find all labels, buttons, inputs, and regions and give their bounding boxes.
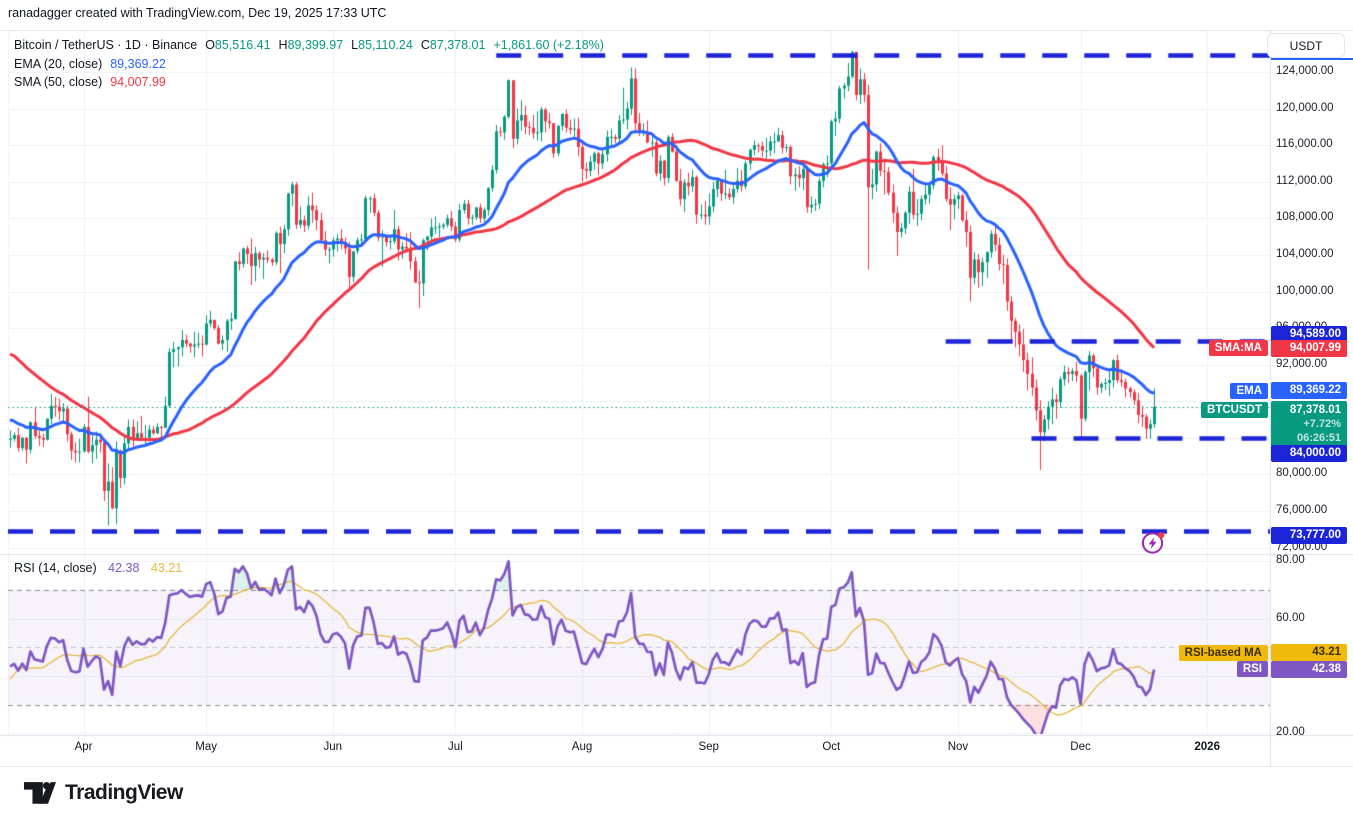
ema-legend-row[interactable]: EMA (20, close) 89,369.22 <box>14 55 604 74</box>
sma-label: SMA (50, close) <box>14 75 103 89</box>
sma-legend-row[interactable]: SMA (50, close) 94,007.99 <box>14 73 604 92</box>
time-axis-label[interactable]: Aug <box>571 741 593 753</box>
time-axis-label[interactable]: Dec <box>1070 741 1091 753</box>
ohlc-high-value: 89,399.97 <box>287 38 344 52</box>
rsi-ma-value: 43.21 <box>150 561 183 575</box>
rsi-tick-label: 20.00 <box>1276 726 1305 739</box>
axis-price-badge: 42.38 <box>1271 660 1347 678</box>
price-tick-label: 76,000.00 <box>1276 504 1328 516</box>
time-axis-label[interactable]: Jul <box>448 741 463 753</box>
tradingview-logo-text: TradingView <box>65 780 183 804</box>
ohlc-low-label: L <box>351 38 359 52</box>
price-tick-label: 104,000.00 <box>1276 247 1334 260</box>
price-tick-label: 108,000.00 <box>1276 211 1334 224</box>
rsi-value: 42.38 <box>108 561 140 575</box>
axis-price-badge: 73,777.00 <box>1271 526 1347 544</box>
series-tag: RSI-based MA <box>1178 644 1268 661</box>
axis-price-badge: 87,378.01 +7.72% 06:26:51 <box>1271 400 1347 448</box>
price-tick-label: 120,000.00 <box>1276 101 1334 114</box>
ohlc-open-value: 85,516.41 <box>214 38 271 52</box>
price-tick-label: 124,000.00 <box>1276 65 1334 77</box>
currency-toggle-button[interactable]: USDT <box>1267 33 1345 58</box>
axis-price-badge: 43.21 <box>1271 644 1347 662</box>
axis-price-badge: 94,589.00 <box>1271 326 1347 344</box>
time-axis-label[interactable]: Oct <box>822 741 841 753</box>
sma-value: 94,007.99 <box>110 75 166 89</box>
tradingview-logo[interactable]: TradingView <box>24 779 183 806</box>
ohlc-high-label: H <box>278 38 288 52</box>
axis-price-badge: 84,000.00 <box>1271 445 1347 463</box>
time-axis-label[interactable]: Sep <box>698 741 719 753</box>
tradingview-logo-icon <box>24 782 56 804</box>
time-axis-label[interactable]: Jun <box>323 741 343 753</box>
symbol-legend: Bitcoin / TetherUS · 1D · Binance O85,516… <box>14 36 604 92</box>
alert-lightning-icon[interactable] <box>1140 529 1167 556</box>
rsi-tick-label: 60.00 <box>1276 611 1305 624</box>
series-tag: EMA <box>1230 382 1268 399</box>
ohlc-open-label: O <box>205 38 215 52</box>
currency-underline <box>1271 58 1353 60</box>
rsi-label: RSI (14, close) <box>14 561 97 575</box>
ema-value: 89,369.22 <box>110 56 166 71</box>
ohlc-low-value: 85,110.24 <box>358 38 413 52</box>
time-axis-label[interactable]: May <box>195 741 217 753</box>
series-tag: BTCUSDT <box>1201 401 1268 418</box>
change-value: +1,861.60 (+2.18%) <box>493 38 604 52</box>
time-axis-label[interactable]: Nov <box>947 741 969 753</box>
price-tick-label: 100,000.00 <box>1276 284 1334 297</box>
symbol-legend-row[interactable]: Bitcoin / TetherUS · 1D · Binance O85,516… <box>14 36 604 55</box>
price-tick-label: 92,000.00 <box>1276 357 1328 370</box>
symbol-title: Bitcoin / TetherUS · 1D · Binance <box>14 38 198 52</box>
price-tick-label: 112,000.00 <box>1276 174 1333 187</box>
price-tick-label: 116,000.00 <box>1276 138 1333 151</box>
axis-price-badge: 94,007.99 <box>1271 339 1347 357</box>
ema-label: EMA (20, close) <box>14 56 103 71</box>
rsi-legend-row[interactable]: RSI (14, close) 42.38 43.21 <box>14 561 182 575</box>
time-axis-label[interactable]: 2026 <box>1194 741 1220 753</box>
rsi-tick-label: 80.00 <box>1276 554 1305 567</box>
time-axis-label[interactable]: Apr <box>74 741 93 753</box>
series-tag: RSI <box>1236 661 1268 678</box>
watermark-attribution: ranadagger created with TradingView.com,… <box>8 6 387 20</box>
series-tag: SMA:MA <box>1208 340 1268 357</box>
axis-price-badge: 89,369.22 <box>1271 382 1347 400</box>
ohlc-close-value: 87,378.01 <box>429 38 486 52</box>
price-tick-label: 80,000.00 <box>1276 467 1328 480</box>
ohlc-close-label: C <box>420 38 430 52</box>
